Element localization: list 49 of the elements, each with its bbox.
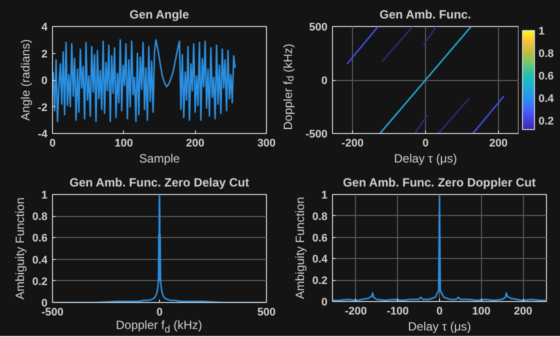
x-tick-label: -100 bbox=[386, 306, 409, 318]
x-tick-label: 0 bbox=[436, 306, 443, 318]
x-tick-label: 0 bbox=[156, 306, 163, 318]
chart-title: Gen Angle bbox=[129, 8, 190, 22]
y-tick-label: 0.4 bbox=[312, 254, 328, 266]
chart-title: Gen Amb. Func. bbox=[380, 8, 472, 22]
y-tick-label: 0.4 bbox=[32, 254, 48, 266]
x-tick-label: 200 bbox=[489, 138, 508, 150]
x-axis-title: Sample bbox=[139, 152, 180, 166]
x-tick-label: 100 bbox=[114, 138, 134, 150]
y-tick-label: 0.6 bbox=[312, 232, 328, 244]
y-tick-label: 1 bbox=[41, 190, 48, 202]
color-bar-label: 0.6 bbox=[538, 70, 554, 82]
y-tick-label: 1 bbox=[321, 190, 328, 202]
x-tick-label: 200 bbox=[514, 306, 532, 318]
x-axis-title: Delay τ (μs) bbox=[408, 320, 472, 334]
y-tick-label: 0.2 bbox=[32, 276, 48, 288]
x-axis-title: Delay τ (μs) bbox=[394, 152, 458, 166]
x-tick-label: 200 bbox=[186, 138, 204, 150]
chart-title: Gen Amb. Func. Zero Doppler Cut bbox=[342, 176, 536, 190]
y-tick-label: 0 bbox=[41, 75, 48, 87]
y-tick-label: 4 bbox=[41, 22, 48, 34]
y-tick-label: -4 bbox=[38, 128, 48, 140]
y-axis-title: Angle (radians) bbox=[18, 39, 33, 121]
y-tick-label: -2 bbox=[38, 102, 48, 114]
y-tick-label: 0 bbox=[321, 296, 328, 308]
y-tick-label: -500 bbox=[305, 128, 328, 140]
x-tick-label: -200 bbox=[344, 306, 367, 318]
x-tick-label: -200 bbox=[342, 138, 364, 150]
y-tick-label: 500 bbox=[309, 22, 328, 34]
color-bar-label: 0.2 bbox=[538, 116, 554, 128]
chart-title: Gen Amb. Func. Zero Delay Cut bbox=[69, 176, 250, 190]
y-tick-label: 0.2 bbox=[312, 275, 328, 288]
x-tick-label: 500 bbox=[257, 306, 276, 318]
x-tick-label: 0 bbox=[422, 138, 429, 150]
color-bar-label: 1 bbox=[538, 26, 545, 38]
y-axis-title: Ambiguity Function bbox=[293, 196, 308, 300]
y-tick-label: 0.8 bbox=[32, 211, 48, 224]
y-tick-label: 0.6 bbox=[32, 232, 48, 245]
x-tick-label: 0 bbox=[49, 138, 56, 150]
y-tick-label: 2 bbox=[41, 48, 48, 60]
y-axis-title: Ambiguity Function bbox=[13, 197, 28, 300]
x-tick-label: 100 bbox=[472, 306, 490, 318]
color-bar-label: 0.8 bbox=[538, 48, 554, 60]
y-tick-label: 0.8 bbox=[312, 210, 328, 223]
x-axis-title: Doppler f$_{d}$ (kHz) bbox=[116, 318, 202, 337]
color-bar-label: 0.4 bbox=[538, 93, 555, 105]
y-tick-label: 0 bbox=[321, 75, 328, 87]
x-tick-label: 300 bbox=[257, 138, 276, 150]
